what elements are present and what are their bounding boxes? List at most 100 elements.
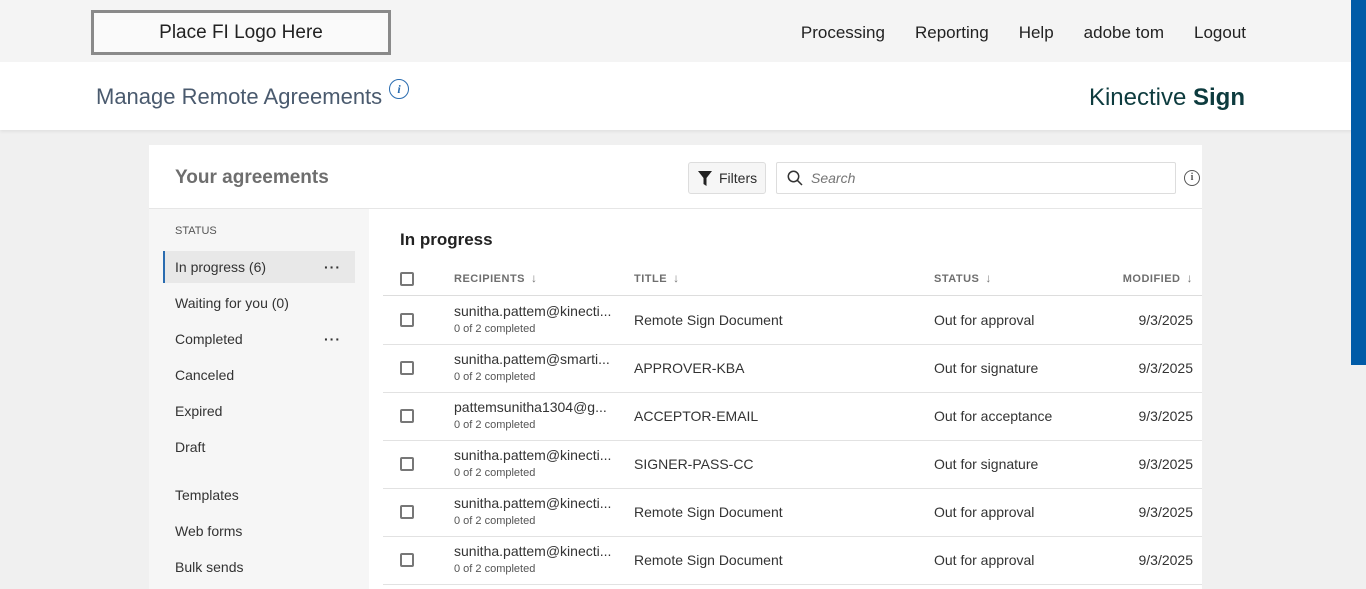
status-cell: Out for signature <box>934 360 1039 376</box>
col-modified[interactable]: MODIFIED ↓ <box>1123 271 1193 285</box>
title-cell[interactable]: Remote Sign Document <box>634 552 783 568</box>
search-input[interactable] <box>811 170 1151 186</box>
recipient-email: sunitha.pattem@kinecti... <box>454 495 612 511</box>
title-cell[interactable]: ACCEPTOR-EMAIL <box>634 408 759 424</box>
recipient-cell: sunitha.pattem@smarti... 0 of 2 completed <box>454 351 610 383</box>
table-row[interactable]: sunitha.pattem@kinecti... 0 of 2 complete… <box>383 537 1202 585</box>
nav-logout[interactable]: Logout <box>1194 23 1246 42</box>
title-cell[interactable]: APPROVER-KBA <box>634 360 745 376</box>
modified-cell: 9/3/2025 <box>1138 552 1194 568</box>
col-recipients[interactable]: RECIPIENTS ↓ <box>454 271 538 285</box>
sidebar-item-label: In progress (6) <box>175 259 267 275</box>
status-label: STATUS <box>175 225 217 237</box>
recipient-email: sunitha.pattem@kinecti... <box>454 543 612 559</box>
recipient-cell: pattemsunitha1304@g... 0 of 2 completed <box>454 399 607 431</box>
card-title: Your agreements <box>175 167 329 188</box>
select-all-checkbox[interactable] <box>400 272 414 286</box>
status-cell: Out for approval <box>934 552 1035 568</box>
page-header: Manage Remote Agreements i Kinective Sig… <box>0 62 1366 130</box>
title-cell[interactable]: Remote Sign Document <box>634 504 783 520</box>
sidebar-item-label: Draft <box>175 439 206 455</box>
sidebar-item-completed[interactable]: Completed ··· <box>163 323 355 355</box>
sidebar-item-label: Waiting for you (0) <box>175 295 289 311</box>
recipient-email: pattemsunitha1304@g... <box>454 399 607 415</box>
info-icon[interactable]: i <box>389 79 409 99</box>
modified-cell: 9/3/2025 <box>1138 312 1194 328</box>
col-label: MODIFIED <box>1122 273 1181 285</box>
sidebar-item-canceled[interactable]: Canceled <box>163 359 355 391</box>
row-checkbox[interactable] <box>400 553 414 567</box>
sidebar-item-templates[interactable]: Templates <box>163 479 355 511</box>
completion-progress: 0 of 2 completed <box>454 323 536 335</box>
recipient-email: sunitha.pattem@kinecti... <box>454 303 612 319</box>
status-sidebar: STATUS In progress (6) ··· Waiting for yo… <box>149 209 369 589</box>
recipient-cell: sunitha.pattem@kinecti... 0 of 2 complete… <box>454 495 611 527</box>
sidebar-item-label: Templates <box>175 487 239 503</box>
completion-progress: 0 of 2 completed <box>454 563 536 575</box>
modified-cell: 9/3/2025 <box>1138 456 1194 472</box>
sidebar-item-label: Expired <box>175 403 223 419</box>
filters-label: Filters <box>719 170 758 186</box>
more-options-icon[interactable]: ··· <box>324 259 341 275</box>
row-checkbox[interactable] <box>400 457 414 471</box>
nav-user[interactable]: adobe tom <box>1083 23 1164 42</box>
nav-reporting[interactable]: Reporting <box>914 23 989 42</box>
top-nav: Processing Reporting Help adobe tom Logo… <box>801 23 1246 43</box>
page-title: Manage Remote Agreements <box>96 84 383 109</box>
scrollbar[interactable] <box>1351 0 1366 365</box>
recipient-cell: sunitha.pattem@kinecti... 0 of 2 complete… <box>454 303 611 335</box>
row-checkbox[interactable] <box>400 505 414 519</box>
row-checkbox[interactable] <box>400 409 414 423</box>
search-info-icon[interactable]: i <box>1184 170 1200 186</box>
recipient-cell: sunitha.pattem@kinecti... 0 of 2 complete… <box>454 447 611 479</box>
more-options-icon[interactable]: ··· <box>324 331 341 347</box>
table-row[interactable]: sunitha.pattem@smarti... 0 of 2 completed… <box>383 345 1202 393</box>
sort-arrow-icon: ↓ <box>673 271 680 285</box>
sidebar-item-bulk-sends[interactable]: Bulk sends <box>163 551 355 583</box>
modified-cell: 9/3/2025 <box>1138 408 1194 424</box>
col-title[interactable]: TITLE ↓ <box>634 271 680 285</box>
sidebar-item-label: Completed <box>175 331 243 347</box>
completion-progress: 0 of 2 completed <box>454 371 536 383</box>
sidebar-item-waiting[interactable]: Waiting for you (0) <box>163 287 355 319</box>
table-row[interactable]: sunitha.pattem@kinecti... 0 of 2 complete… <box>383 489 1202 537</box>
title-cell[interactable]: SIGNER-PASS-CC <box>634 456 754 472</box>
table-header: RECIPIENTS ↓ TITLE ↓ STATUS ↓ MODIFIED ↓ <box>383 261 1202 296</box>
recipient-email: sunitha.pattem@kinecti... <box>454 447 612 463</box>
sidebar-item-web-forms[interactable]: Web forms <box>163 515 355 547</box>
filters-button[interactable]: Filters <box>688 162 766 194</box>
sidebar-item-label: Bulk sends <box>175 559 244 575</box>
recipient-cell: sunitha.pattem@kinecti... 0 of 2 complete… <box>454 543 611 575</box>
title-cell[interactable]: Remote Sign Document <box>634 312 783 328</box>
status-cell: Out for acceptance <box>934 408 1053 424</box>
agreements-card: Your agreements Filters i STATUS In prog… <box>149 145 1202 589</box>
completion-progress: 0 of 2 completed <box>454 515 536 527</box>
sort-arrow-icon: ↓ <box>531 271 538 285</box>
brand-logo: Kinective Sign <box>1089 84 1245 112</box>
status-cell: Out for approval <box>934 504 1035 520</box>
row-checkbox[interactable] <box>400 361 414 375</box>
completion-progress: 0 of 2 completed <box>454 467 536 479</box>
brand-bold: Sign <box>1193 84 1245 111</box>
search-icon <box>787 170 803 186</box>
modified-cell: 9/3/2025 <box>1138 504 1194 520</box>
row-checkbox[interactable] <box>400 313 414 327</box>
col-label: RECIPIENTS <box>454 273 526 285</box>
table-row[interactable]: pattemsunitha1304@g... 0 of 2 completed A… <box>383 393 1202 441</box>
col-status[interactable]: STATUS ↓ <box>934 271 992 285</box>
nav-help[interactable]: Help <box>1018 23 1054 42</box>
brand-light: Kinective <box>1088 84 1187 111</box>
sort-arrow-icon: ↓ <box>985 271 992 285</box>
card-header: Your agreements Filters i <box>149 145 1202 209</box>
nav-processing[interactable]: Processing <box>800 23 885 42</box>
sidebar-item-in-progress[interactable]: In progress (6) ··· <box>163 251 355 283</box>
table-row[interactable]: sunitha.pattem@kinecti... 0 of 2 complete… <box>383 441 1202 489</box>
table-row[interactable]: sunitha.pattem@kinecti... 0 of 2 complete… <box>383 297 1202 345</box>
sidebar-item-draft[interactable]: Draft <box>163 431 355 463</box>
status-cell: Out for signature <box>934 456 1039 472</box>
search-box[interactable] <box>776 162 1176 194</box>
top-bar: Place FI Logo Here Processing Reporting … <box>0 0 1366 62</box>
sidebar-item-expired[interactable]: Expired <box>163 395 355 427</box>
sidebar-item-label: Web forms <box>175 523 243 539</box>
logo-placeholder: Place FI Logo Here <box>91 10 391 55</box>
